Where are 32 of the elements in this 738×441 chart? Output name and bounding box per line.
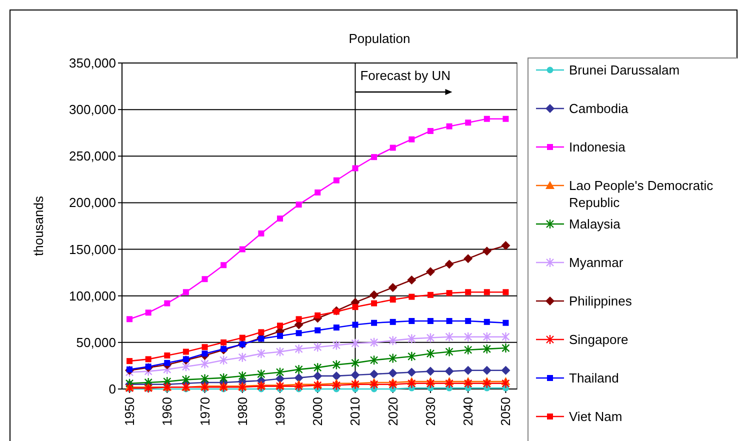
y-tick-label: 100,000 xyxy=(69,288,116,304)
legend-label: Singapore xyxy=(569,332,628,347)
x-tick-label: 1980 xyxy=(234,397,250,426)
x-tick-label: 2050 xyxy=(498,397,514,426)
y-tick-label: 0 xyxy=(108,382,116,396)
y-tick-label: 50,000 xyxy=(76,334,116,350)
legend-label: Philippines xyxy=(569,294,632,308)
y-tick-label: 300,000 xyxy=(69,102,116,118)
x-tick-label: 1990 xyxy=(272,397,288,426)
y-tick-label: 250,000 xyxy=(69,148,116,164)
x-tick-label: 2030 xyxy=(422,397,438,426)
legend-label: Thailand xyxy=(569,370,619,386)
legend-label: Viet Nam xyxy=(569,409,622,424)
ref-line-label: Forecast by UN xyxy=(360,68,451,83)
legend-label: Malaysia xyxy=(569,216,622,232)
y-axis-title: thousands xyxy=(31,196,46,256)
x-tick-label: 1950 xyxy=(122,397,138,426)
legend-label: Lao People's Democratic Republic xyxy=(569,178,714,210)
y-tick-label: 150,000 xyxy=(69,242,116,257)
legend-label: Indonesia xyxy=(569,140,626,154)
x-tick-label: 2040 xyxy=(460,397,476,426)
y-tick-label: 350,000 xyxy=(69,56,116,70)
legend-label: Myanmar xyxy=(569,255,624,270)
x-tick-label: 2010 xyxy=(348,397,363,426)
x-tick-label: 2020 xyxy=(385,397,400,426)
legend-label: Brunei Darussalam xyxy=(569,62,680,78)
x-tick-label: 1970 xyxy=(197,397,212,426)
legend-label: Cambodia xyxy=(569,101,630,116)
x-tick-label: 2000 xyxy=(310,397,326,426)
y-tick-label: 200,000 xyxy=(69,195,116,210)
chart-title: Population xyxy=(348,31,410,46)
x-tick-label: 1960 xyxy=(160,397,175,426)
